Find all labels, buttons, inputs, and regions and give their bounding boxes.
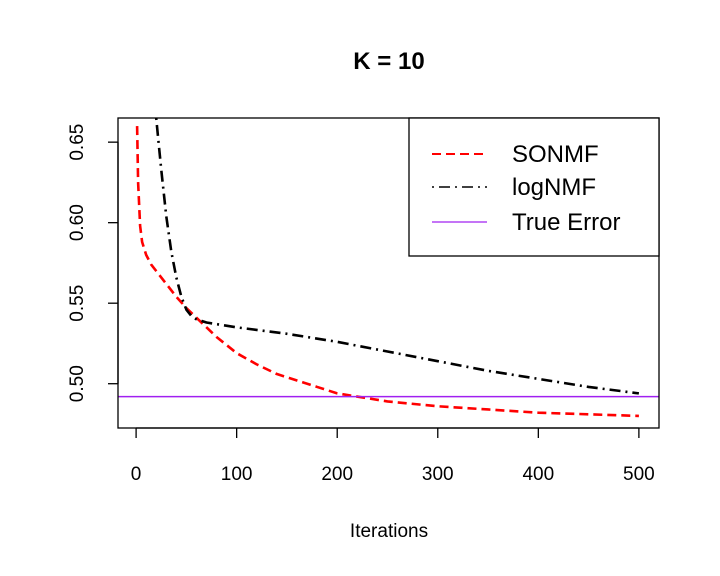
x-axis-label: Iterations [350,521,428,542]
y-tick-label: 0.50 [67,365,88,402]
series-line-lognmf [154,118,640,395]
legend-label-true-error: True Error [512,209,620,236]
y-tick-label: 0.60 [67,204,88,241]
legend: SONMF logNMF True Error [408,117,660,257]
legend-label-sonmf: SONMF [512,141,599,168]
x-tick-label: 200 [321,464,353,485]
x-tick-label: 100 [221,464,253,485]
x-tick-label: 400 [522,464,554,485]
x-tick-label: 0 [131,464,142,485]
y-axis: 0.50 0.55 0.60 0.65 [67,124,119,402]
legend-label-lognmf: logNMF [512,174,596,201]
x-axis: 0 100 200 300 400 500 [131,427,655,485]
legend-box [408,117,660,257]
chart-title: K = 10 [353,48,424,75]
y-tick-label: 0.65 [67,124,88,161]
y-tick-label: 0.55 [67,285,88,322]
series-layer [118,118,659,418]
x-tick-label: 300 [422,464,454,485]
series-line-sonmf [135,126,639,418]
x-tick-label: 500 [623,464,655,485]
